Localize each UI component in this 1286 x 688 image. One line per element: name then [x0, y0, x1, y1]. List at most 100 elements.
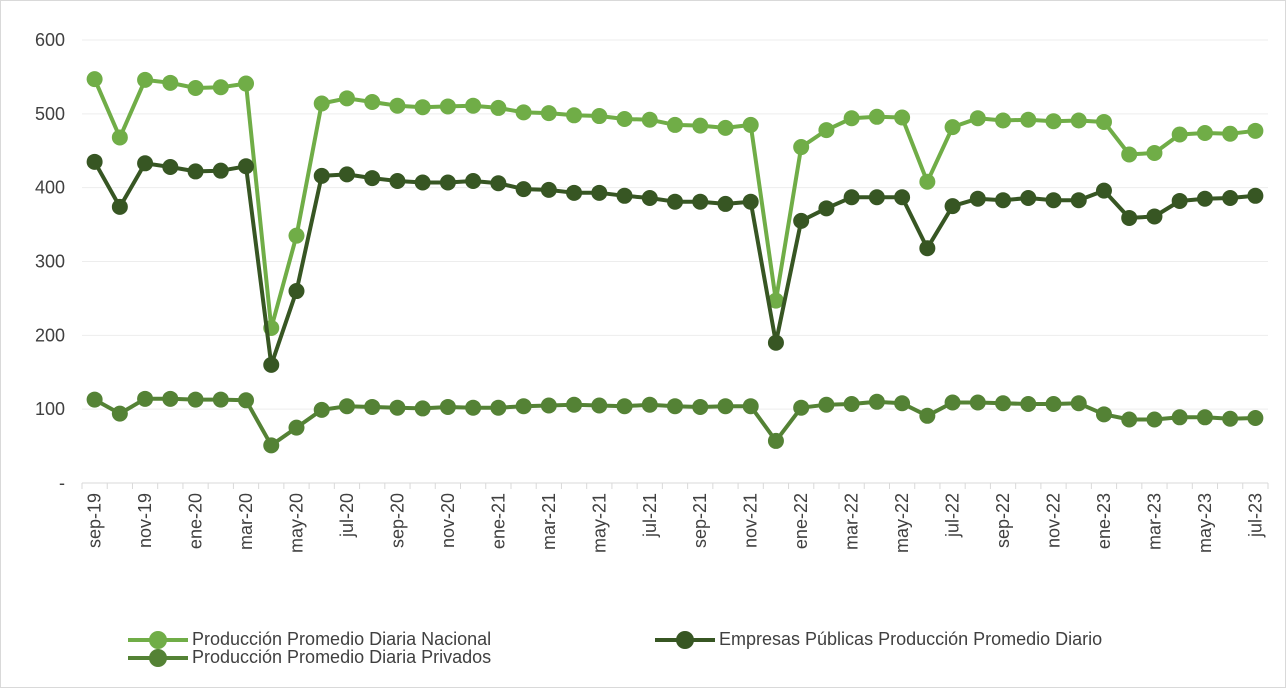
data-point: [1171, 192, 1188, 209]
data-point: [1146, 208, 1163, 225]
data-point: [137, 71, 154, 88]
x-tick-label: jul-21: [640, 493, 660, 538]
data-point: [111, 129, 128, 146]
data-point: [162, 74, 179, 91]
series-2: [86, 390, 1264, 454]
data-point: [1222, 190, 1239, 207]
x-tick-label: may-21: [589, 493, 609, 553]
y-tick-label: 100: [35, 399, 65, 419]
data-point: [1095, 113, 1112, 130]
data-point: [667, 398, 683, 415]
data-point: [364, 170, 381, 187]
data-point: [212, 162, 229, 179]
data-point: [692, 193, 709, 210]
data-point: [187, 391, 204, 408]
data-point: [641, 396, 658, 413]
data-point: [313, 95, 330, 112]
data-point: [162, 390, 179, 407]
axes: - 100 200 300 400 500 600 sep-19 nov-19 ene-20 mar…: [35, 30, 1269, 553]
data-point: [263, 356, 280, 373]
data-point: [944, 119, 961, 136]
x-tick-label: ene-23: [1094, 493, 1114, 549]
data-point: [717, 119, 734, 136]
data-point: [692, 117, 709, 134]
data-point: [1070, 112, 1087, 129]
data-point: [414, 400, 431, 417]
data-point: [843, 189, 860, 206]
data-point: [1095, 406, 1112, 423]
data-point: [515, 181, 532, 198]
data-point: [540, 105, 557, 122]
y-tick-label: 300: [35, 252, 65, 272]
data-point: [919, 173, 936, 190]
data-point: [667, 116, 683, 133]
data-point: [616, 111, 633, 128]
data-point: [1020, 190, 1037, 207]
data-point: [868, 393, 885, 410]
y-tick-label: 400: [35, 178, 65, 198]
data-point: [818, 396, 835, 413]
data-point: [238, 75, 255, 92]
data-point: [793, 139, 810, 156]
data-point: [313, 167, 330, 184]
x-tick-label: nov-22: [1044, 493, 1064, 548]
data-point: [187, 163, 204, 180]
data-point: [86, 71, 103, 88]
data-point: [894, 109, 911, 126]
data-point: [566, 107, 583, 124]
data-point: [793, 212, 810, 229]
series-layer: [86, 71, 1264, 454]
data-point: [1247, 187, 1264, 204]
data-point: [894, 189, 911, 206]
x-tick-label: may-22: [892, 493, 912, 553]
data-point: [439, 398, 456, 415]
data-point: [540, 181, 557, 198]
data-point: [1146, 411, 1163, 428]
x-tick-label: nov-20: [438, 493, 458, 548]
data-point: [162, 158, 179, 175]
x-tick-label: nov-21: [741, 493, 761, 548]
data-point: [212, 79, 229, 96]
data-point: [465, 399, 482, 416]
data-point: [288, 419, 305, 436]
data-point: [1222, 125, 1239, 142]
data-point: [969, 110, 986, 127]
data-point: [515, 104, 532, 121]
x-tick-label: ene-22: [791, 493, 811, 549]
data-point: [1196, 190, 1213, 207]
data-point: [1146, 144, 1163, 161]
data-point: [717, 398, 734, 415]
data-point: [818, 200, 835, 217]
data-point: [566, 184, 583, 201]
data-point: [490, 99, 507, 116]
data-point: [843, 110, 860, 127]
data-point: [86, 391, 103, 408]
data-point: [818, 122, 835, 139]
data-point: [490, 399, 507, 416]
x-tick-label: ene-21: [488, 493, 508, 549]
data-point: [1121, 146, 1138, 163]
data-point: [338, 166, 355, 183]
data-point: [364, 398, 381, 415]
data-point: [111, 405, 128, 422]
x-tick-label: jul-22: [943, 493, 963, 538]
data-point: [919, 240, 936, 257]
x-tick-label: sep-21: [690, 493, 710, 548]
data-point: [969, 394, 986, 411]
data-point: [1171, 126, 1188, 143]
data-point: [1070, 192, 1087, 209]
data-point: [692, 398, 709, 415]
data-point: [944, 394, 961, 411]
data-point: [1121, 411, 1138, 428]
data-point: [944, 198, 961, 215]
data-point: [1070, 395, 1087, 412]
data-point: [1196, 125, 1213, 142]
data-point: [742, 116, 759, 133]
data-point: [894, 395, 911, 412]
data-point: [111, 198, 128, 215]
data-point: [742, 193, 759, 210]
data-point: [1020, 111, 1037, 128]
data-point: [515, 398, 532, 415]
